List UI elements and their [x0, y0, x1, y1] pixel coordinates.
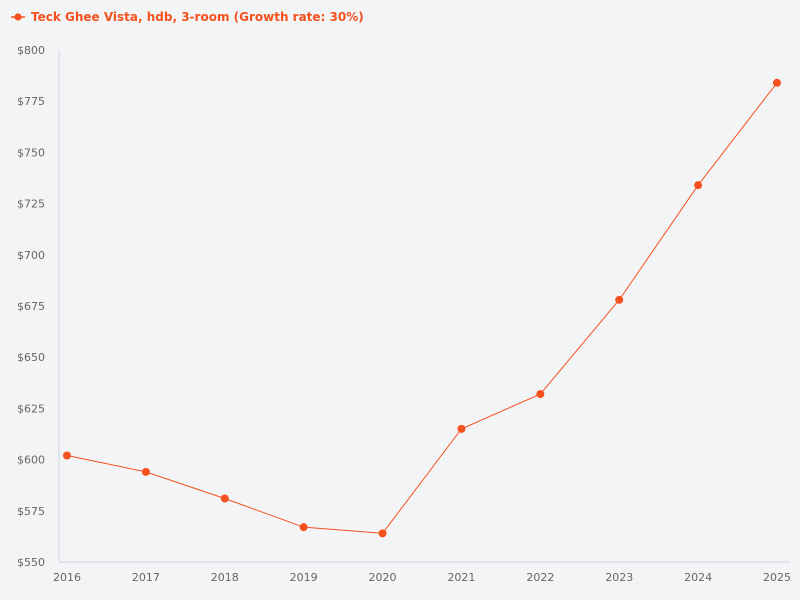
- series-layer: [63, 78, 781, 538]
- y-tick-label: $775: [17, 95, 45, 108]
- y-tick-label: $600: [17, 454, 45, 467]
- y-axis-ticks: $550 $575 $600 $625 $650 $675 $700 $725 $750 $775…: [17, 44, 45, 569]
- y-tick-label: $575: [17, 505, 45, 518]
- x-tick-label: 2018: [211, 571, 239, 584]
- data-point[interactable]: [694, 181, 703, 190]
- x-tick-label: 2025: [763, 571, 791, 584]
- y-tick-label: $625: [17, 402, 45, 415]
- data-point[interactable]: [773, 78, 781, 87]
- y-tick-label: $550: [17, 556, 45, 569]
- y-tick-label: $675: [17, 300, 45, 313]
- x-tick-label: 2022: [526, 571, 554, 584]
- y-tick-label: $650: [17, 351, 45, 364]
- x-tick-label: 2020: [369, 571, 397, 584]
- x-tick-label: 2024: [684, 571, 712, 584]
- x-tick-label: 2019: [290, 571, 318, 584]
- x-axis-ticks: 2016 2017 2018 2019 2020 2021 2022 2023 2024 2025: [53, 571, 791, 584]
- data-point[interactable]: [220, 494, 229, 503]
- data-point[interactable]: [63, 451, 71, 460]
- x-tick-label: 2023: [605, 571, 633, 584]
- data-point[interactable]: [457, 424, 466, 433]
- legend[interactable]: Teck Ghee Vista, hdb, 3-room (Growth rat…: [11, 10, 364, 24]
- y-tick-label: $725: [17, 198, 45, 211]
- series-line: [66, 82, 778, 534]
- y-tick-label: $700: [17, 249, 45, 262]
- x-tick-label: 2021: [447, 571, 475, 584]
- legend-label: Teck Ghee Vista, hdb, 3-room (Growth rat…: [31, 10, 364, 24]
- x-tick-label: 2017: [132, 571, 160, 584]
- x-tick-label: 2016: [53, 571, 81, 584]
- data-point[interactable]: [141, 467, 150, 476]
- data-point[interactable]: [615, 295, 624, 304]
- data-point[interactable]: [536, 390, 545, 399]
- data-point[interactable]: [378, 529, 387, 538]
- legend-dot-marker: [14, 13, 22, 21]
- y-tick-label: $800: [17, 44, 45, 57]
- data-point[interactable]: [299, 523, 308, 532]
- y-tick-label: $750: [17, 146, 45, 159]
